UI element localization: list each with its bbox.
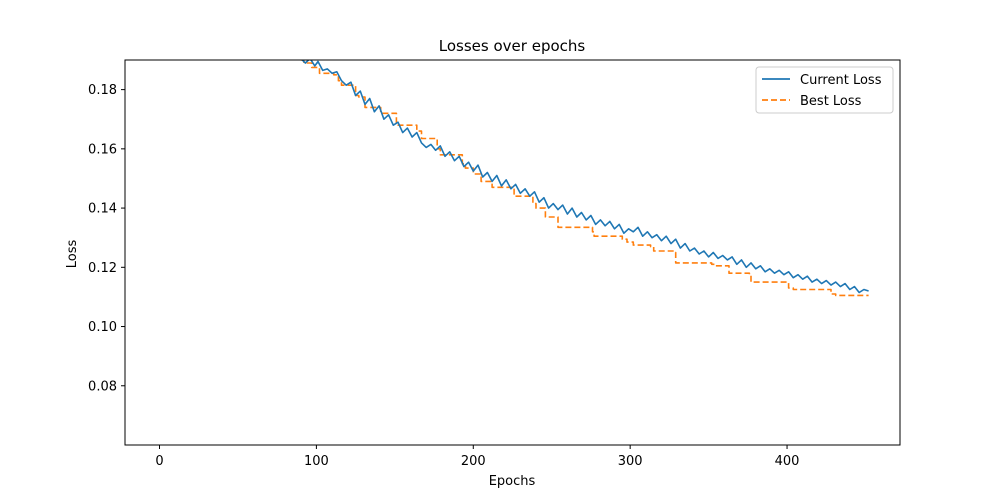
- series-group: [300, 60, 869, 297]
- x-tick-label: 200: [461, 454, 486, 469]
- plot-frame: [124, 59, 901, 446]
- current-loss-line: [301, 60, 869, 294]
- y-tick-label: 0.08: [88, 379, 117, 394]
- x-tick-label: 0: [155, 454, 163, 469]
- y-tick-label: 0.12: [88, 261, 117, 276]
- chart-title: Losses over epochs: [439, 37, 586, 55]
- best-loss-line: [300, 60, 869, 297]
- x-tick-label: 300: [618, 454, 643, 469]
- y-tick-label: 0.18: [88, 83, 117, 98]
- x-tick-label: 100: [304, 454, 329, 469]
- legend-best-loss-label: Best Loss: [800, 94, 862, 109]
- y-tick-label: 0.16: [88, 142, 117, 157]
- y-tick-label: 0.14: [88, 202, 117, 217]
- legend-current-loss-label: Current Loss: [800, 73, 882, 88]
- x-tick-label: 400: [775, 454, 800, 469]
- y-axis: 0.08 0.10 0.12 0.14 0.16 0.18: [88, 83, 125, 394]
- legend-box: [755, 66, 894, 114]
- x-axis: 0 100 200 300 400: [155, 445, 799, 469]
- legend: Current Loss Best Loss: [755, 66, 894, 114]
- x-axis-label: Epochs: [489, 474, 536, 489]
- plot-area: [300, 60, 869, 297]
- y-tick-label: 0.10: [88, 320, 117, 335]
- y-axis-label: Loss: [65, 240, 80, 269]
